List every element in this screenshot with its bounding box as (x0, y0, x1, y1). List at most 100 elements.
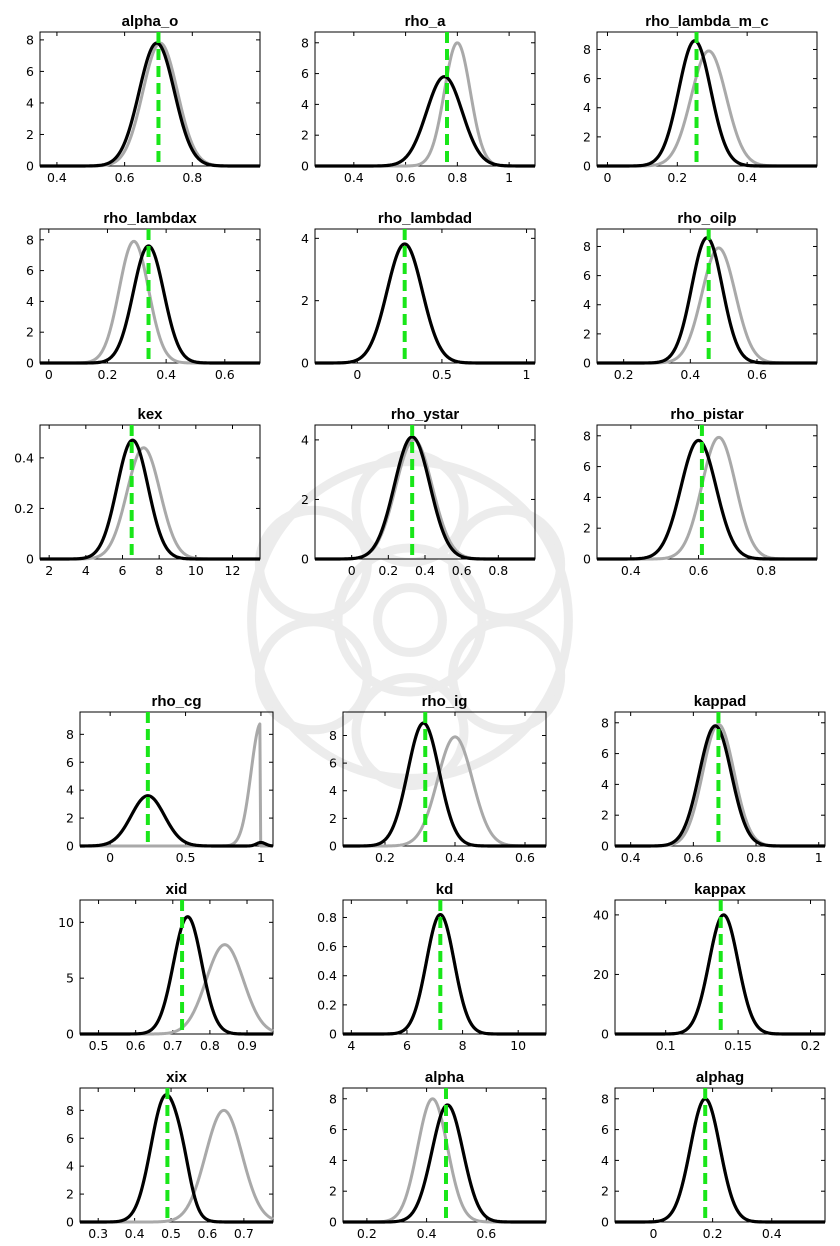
x-tick-label: 0.8 (200, 1038, 220, 1053)
panel-kex: kex 0 0.2 0.4 2 4 6 8 10 12 (14, 406, 261, 578)
panel-kd: kd 0 0.2 0.4 0.6 0.8 4 6 8 10 (317, 881, 547, 1053)
panel-title: rho_a (405, 13, 447, 30)
x-tick-label: 0.6 (396, 170, 416, 185)
posterior-density-line (342, 721, 547, 848)
panel-kappax: kappax 0 20 40 0.1 0.15 0.2 (593, 881, 826, 1053)
x-tick-label: 0.7 (163, 1038, 183, 1053)
plot-frame (314, 228, 536, 364)
x-tick-label: 0.6 (126, 1038, 146, 1053)
y-tick-label: 8 (601, 1091, 609, 1106)
panel-alpha-o: alpha_o 0 2 4 6 8 0.4 0.6 0.8 (26, 13, 261, 185)
x-tick-label: 0.2 (614, 367, 634, 382)
x-tick-label: 0.6 (515, 850, 535, 865)
x-tick-label: 0.8 (447, 170, 467, 185)
y-tick-label: 4 (301, 432, 309, 447)
plot-frame (614, 1087, 826, 1223)
panel-rho-ig: rho_ig 0 2 4 6 8 0.2 0.4 0.6 (329, 693, 547, 865)
y-tick-label: 0 (26, 159, 34, 174)
x-tick-label: 0.2 (98, 367, 118, 382)
y-tick-label: 8 (583, 428, 591, 443)
panel-title: rho_lambdad (378, 210, 472, 227)
plot-frame (314, 31, 536, 167)
panel-title: alpha (425, 1069, 465, 1086)
x-tick-label: 0.6 (198, 1226, 218, 1241)
posterior-density-line (39, 41, 261, 168)
panel-title: rho_lambda_m_c (645, 13, 768, 30)
x-tick-label: 0.4 (680, 367, 700, 382)
x-tick-label: 0.4 (417, 1226, 437, 1241)
x-tick-label: 0.9 (237, 1038, 257, 1053)
y-tick-label: 20 (593, 967, 609, 982)
y-tick-label: 8 (66, 727, 74, 742)
x-tick-label: 0.4 (445, 850, 465, 865)
y-tick-label: 2 (301, 492, 309, 507)
y-tick-label: 2 (329, 1184, 337, 1199)
x-tick-label: 0.6 (215, 367, 235, 382)
x-tick-label: 0.8 (746, 850, 766, 865)
y-tick-label: 2 (601, 1184, 609, 1199)
prior-density-line (79, 722, 274, 848)
x-tick-label: 0.6 (115, 170, 135, 185)
y-tick-label: 0 (601, 839, 609, 854)
y-tick-label: 2 (583, 521, 591, 536)
y-tick-label: 2 (301, 293, 309, 308)
y-tick-label: 2 (583, 326, 591, 341)
panel-title: rho_oilp (677, 210, 736, 227)
y-tick-label: 40 (593, 907, 609, 922)
y-tick-label: 0.6 (317, 939, 337, 954)
prior-density-line (342, 913, 547, 1036)
x-tick-label: 0.2 (667, 170, 687, 185)
x-tick-label: 0.4 (737, 170, 757, 185)
panel-rho-lambda-m-c: rho_lambda_m_c 0 2 4 6 8 0 0.2 0.4 (583, 13, 818, 185)
x-tick-label: 0.5 (432, 367, 452, 382)
panel-rho-oilp: rho_oilp 0 2 4 6 8 0.2 0.4 0.6 (583, 210, 818, 382)
prior-density-line (39, 446, 261, 561)
x-tick-label: 0.4 (344, 170, 364, 185)
x-tick-label: 0.4 (156, 367, 176, 382)
y-tick-label: 6 (26, 263, 34, 278)
posterior-density-line (342, 913, 547, 1036)
panel-title: kappad (694, 693, 747, 710)
y-tick-label: 6 (66, 1131, 74, 1146)
y-tick-label: 0 (301, 552, 309, 567)
panel-title: alpha_o (122, 13, 179, 30)
y-tick-label: 0 (66, 1215, 74, 1230)
posterior-density-line (314, 75, 536, 168)
x-tick-label: 0.5 (176, 850, 196, 865)
x-tick-label: 0.15 (724, 1038, 752, 1053)
panel-title: rho_ystar (391, 406, 460, 423)
x-tick-label: 10 (510, 1038, 526, 1053)
plot-frame (79, 711, 274, 847)
y-tick-label: 0 (329, 1027, 337, 1042)
plot-frame (314, 424, 536, 560)
y-tick-label: 0 (26, 356, 34, 371)
y-tick-label: 6 (583, 268, 591, 283)
y-tick-label: 5 (66, 971, 74, 986)
y-tick-label: 4 (301, 231, 309, 246)
panel-title: rho_cg (151, 693, 201, 710)
x-tick-label: 0.2 (703, 1226, 723, 1241)
x-tick-label: 6 (119, 563, 127, 578)
x-tick-label: 4 (82, 563, 90, 578)
y-tick-label: 4 (583, 297, 591, 312)
panel-rho-lambdax: rho_lambdax 0 2 4 6 8 0 0.2 0.4 0.6 (26, 210, 261, 382)
y-tick-label: 2 (583, 129, 591, 144)
y-tick-label: 8 (66, 1103, 74, 1118)
panel-title: kex (137, 406, 163, 423)
x-tick-label: 0.1 (656, 1038, 676, 1053)
y-tick-label: 0.2 (14, 501, 34, 516)
y-tick-label: 0 (583, 552, 591, 567)
prior-density-line (614, 1097, 826, 1224)
y-tick-label: 0 (66, 839, 74, 854)
x-tick-label: 0.4 (762, 1226, 782, 1241)
y-tick-label: 0 (601, 1215, 609, 1230)
panel-title: alphag (696, 1069, 744, 1086)
panel-title: kd (436, 881, 454, 898)
x-tick-label: 0.8 (488, 563, 508, 578)
posterior-density-line (79, 794, 274, 848)
y-tick-label: 0 (301, 159, 309, 174)
y-tick-label: 2 (301, 128, 309, 143)
x-tick-label: 0.5 (89, 1038, 109, 1053)
y-tick-label: 6 (329, 1122, 337, 1137)
panel-title: rho_ig (422, 693, 468, 710)
